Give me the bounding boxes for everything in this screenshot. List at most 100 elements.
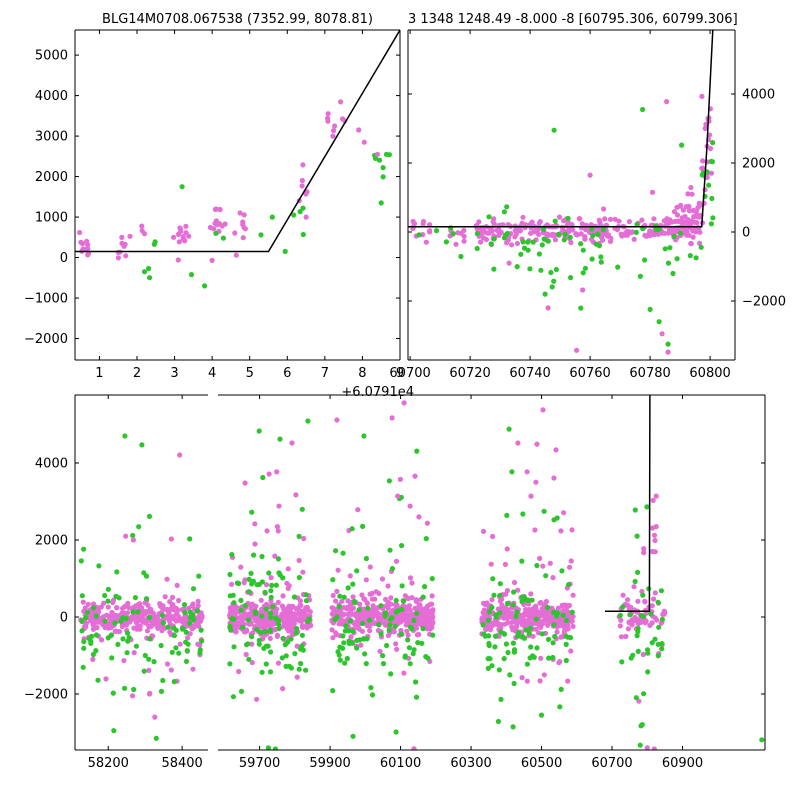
scatter-point	[175, 257, 181, 263]
scatter-point	[394, 646, 400, 652]
scatter-point	[521, 245, 528, 251]
scatter-point	[530, 633, 536, 639]
scatter-point	[620, 592, 626, 598]
scatter-point	[534, 441, 540, 447]
scatter-point	[421, 617, 427, 623]
scatter-point	[395, 620, 401, 626]
scatter-point	[259, 613, 265, 619]
scatter-point	[638, 723, 644, 729]
scatter-point	[330, 592, 336, 599]
scatter-point	[195, 598, 201, 604]
scatter-point	[195, 603, 201, 609]
scatter-point	[679, 218, 686, 224]
scatter-point	[274, 524, 280, 530]
scatter-point	[340, 550, 346, 556]
panel-top-left-points	[77, 99, 392, 289]
scatter-point	[656, 624, 662, 630]
scatter-point	[231, 644, 237, 650]
scatter-point	[168, 536, 174, 542]
x-tick-label: 59900	[309, 756, 350, 771]
scatter-point	[397, 476, 403, 482]
scatter-point	[576, 216, 582, 222]
scatter-point	[227, 593, 233, 599]
scatter-point	[671, 209, 678, 215]
scatter-point	[135, 623, 141, 629]
scatter-point	[159, 628, 165, 634]
scatter-point	[510, 589, 517, 595]
panel-top-right-axes	[407, 29, 736, 361]
scatter-point	[393, 597, 399, 604]
scatter-point	[401, 670, 407, 676]
x-tick-label: 1	[95, 366, 103, 381]
scatter-point	[651, 532, 658, 538]
scatter-point	[158, 642, 164, 649]
scatter-point	[415, 640, 421, 646]
scatter-point	[135, 609, 141, 615]
scatter-point	[674, 256, 680, 262]
scatter-point	[759, 737, 765, 743]
scatter-point	[265, 643, 271, 649]
scatter-point	[281, 615, 287, 621]
scatter-point	[165, 624, 171, 630]
scatter-point	[372, 596, 378, 602]
scatter-point	[416, 602, 422, 609]
scatter-point	[480, 617, 487, 623]
scatter-point	[545, 636, 552, 643]
scatter-point	[175, 607, 181, 613]
scatter-point	[628, 230, 634, 236]
scatter-point	[635, 648, 641, 655]
scatter-point	[249, 634, 255, 640]
scatter-point	[249, 641, 255, 647]
scatter-point	[600, 237, 606, 243]
scatter-point	[284, 580, 290, 586]
scatter-point	[146, 265, 152, 272]
scatter-point	[243, 651, 249, 658]
scatter-point	[105, 635, 111, 641]
scatter-point	[551, 475, 557, 481]
scatter-point	[141, 668, 147, 674]
scatter-point	[105, 586, 111, 592]
scatter-point	[256, 641, 262, 647]
scatter-point	[568, 558, 574, 564]
scatter-point	[263, 606, 269, 612]
scatter-point	[285, 566, 291, 572]
scatter-point	[285, 639, 291, 645]
scatter-point	[289, 440, 295, 446]
scatter-point	[499, 602, 505, 608]
scatter-point	[169, 604, 175, 610]
scatter-point	[655, 653, 661, 659]
scatter-point	[519, 220, 525, 226]
scatter-point	[229, 581, 235, 587]
scatter-point	[300, 624, 306, 630]
x-tick-label: 6	[283, 366, 291, 381]
scatter-point	[627, 612, 633, 618]
scatter-point	[637, 742, 643, 748]
scatter-point	[227, 571, 233, 578]
scatter-point	[557, 659, 563, 665]
scatter-point	[141, 231, 148, 237]
scatter-point	[412, 622, 418, 628]
scatter-point	[337, 593, 343, 599]
scatter-point	[702, 125, 708, 132]
scatter-point	[256, 637, 262, 644]
scatter-point	[590, 233, 596, 239]
scatter-point	[386, 152, 392, 158]
scatter-point	[559, 568, 565, 574]
scatter-point	[291, 620, 297, 627]
scatter-point	[540, 563, 546, 569]
scatter-point	[240, 624, 246, 631]
scatter-point	[628, 655, 634, 661]
scatter-point	[325, 118, 331, 124]
scatter-point	[84, 246, 90, 252]
scatter-point	[565, 678, 571, 684]
x-tick-label: 60300	[450, 756, 491, 771]
scatter-point	[143, 596, 150, 602]
scatter-point	[182, 238, 188, 244]
scatter-point	[340, 116, 346, 122]
scatter-point	[538, 655, 544, 661]
scatter-point	[649, 640, 655, 646]
scatter-point	[90, 619, 96, 625]
scatter-point	[259, 669, 265, 675]
scatter-point	[527, 655, 533, 661]
scatter-point	[709, 159, 716, 165]
